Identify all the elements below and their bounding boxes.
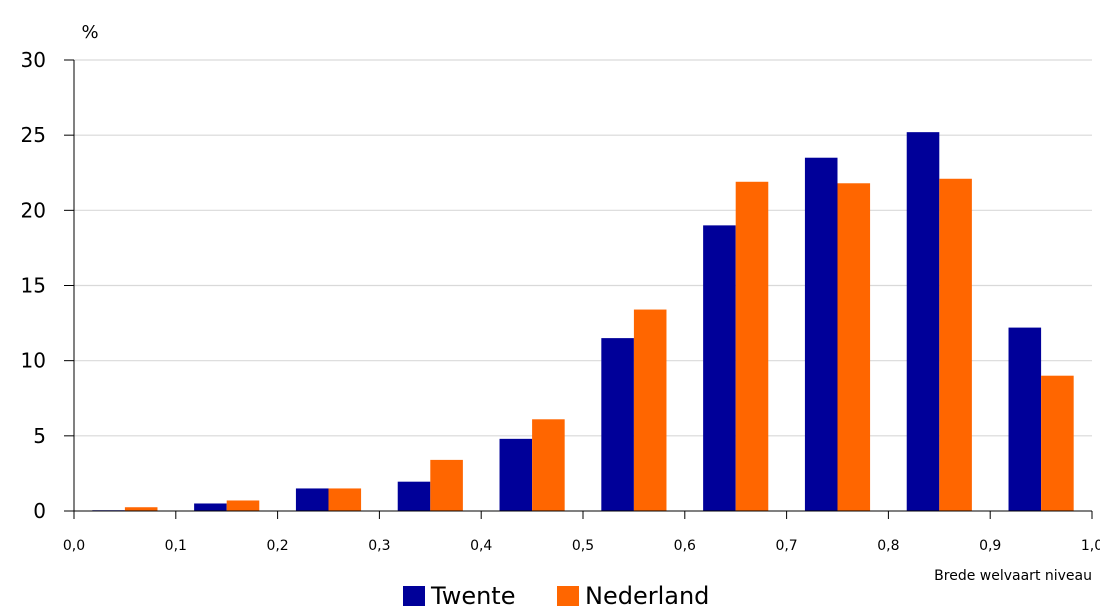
y-tick-label: 15 (21, 274, 46, 298)
bar-twente-9 (1009, 328, 1042, 511)
x-tick-label: 0,9 (979, 538, 1001, 554)
x-tick-label: 1,0 (1081, 538, 1100, 554)
bar-nederland-5 (634, 310, 667, 511)
x-tick-label: 0,5 (572, 538, 594, 554)
bar-twente-5 (601, 338, 634, 511)
bar-nederland-1 (227, 500, 260, 511)
legend: Twente Nederland (403, 582, 709, 606)
bar-nederland-7 (838, 183, 871, 511)
x-tick-labels: 0,0 0,1 0,2 0,3 0,4 0,5 0,6 0,7 0,8 0,9 1,0 (63, 538, 1100, 554)
x-tick-label: 0,2 (266, 538, 288, 554)
y-tick-label: 20 (21, 198, 46, 222)
bar-nederland-9 (1041, 376, 1074, 511)
y-tick-label: 0 (33, 499, 46, 523)
y-axis-unit: % (81, 22, 98, 43)
x-tick-label: 0,4 (470, 538, 492, 554)
legend-swatch-nederland (557, 586, 579, 606)
x-axis-label: Brede welvaart niveau (934, 568, 1092, 584)
y-tick-label: 30 (21, 48, 46, 72)
bar-twente-1 (194, 503, 227, 511)
legend-label-nederland: Nederland (585, 582, 709, 606)
y-tick-label: 10 (21, 349, 46, 373)
y-tick-label: 25 (21, 123, 46, 147)
x-tick-label: 0,6 (674, 538, 696, 554)
bar-nederland-8 (939, 179, 972, 511)
bars (92, 132, 1073, 511)
x-tick-label: 0,1 (165, 538, 187, 554)
x-tick-label: 0,3 (368, 538, 390, 554)
bar-nederland-3 (430, 460, 463, 511)
bar-twente-4 (500, 439, 533, 511)
bar-nederland-6 (736, 182, 769, 511)
legend-label-twente: Twente (430, 582, 515, 606)
bar-nederland-4 (532, 419, 565, 511)
legend-swatch-twente (403, 586, 425, 606)
bar-nederland-0 (125, 507, 158, 511)
x-tick-label: 0,0 (63, 538, 85, 554)
bar-twente-7 (805, 158, 838, 511)
bar-twente-3 (398, 482, 431, 511)
bar-twente-8 (907, 132, 940, 511)
x-tick-label: 0,7 (775, 538, 797, 554)
y-tick-label: 5 (33, 424, 46, 448)
x-tick-label: 0,8 (877, 538, 899, 554)
bar-twente-6 (703, 225, 736, 511)
bar-twente-2 (296, 488, 329, 511)
y-tick-labels: 0 5 10 15 20 25 30 (21, 48, 46, 523)
bar-nederland-2 (329, 488, 362, 511)
